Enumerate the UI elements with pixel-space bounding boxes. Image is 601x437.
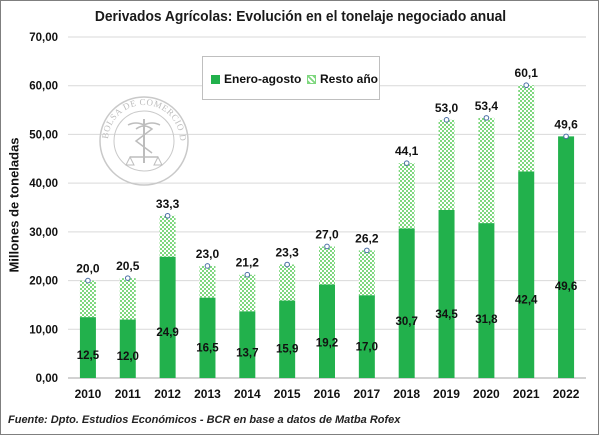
- y-tick-label: 20,00: [29, 276, 58, 288]
- legend: Enero-agosto Resto año: [202, 56, 380, 100]
- total-marker: [403, 160, 410, 166]
- total-data-label: 49,6: [554, 117, 578, 131]
- total-data-label: 33,3: [156, 197, 180, 211]
- total-marker: [364, 247, 370, 254]
- enero-agosto-data-label: 42,4: [515, 295, 538, 307]
- enero-agosto-data-label: 13,7: [236, 348, 258, 360]
- total-data-label: 21,2: [236, 256, 260, 270]
- total-data-label: 23,0: [196, 247, 220, 261]
- total-data-label: 60,1: [515, 66, 539, 80]
- bar-enero-agosto: [319, 284, 335, 378]
- enero-agosto-data-label: 12,5: [77, 350, 100, 362]
- total-marker: [443, 117, 450, 123]
- total-marker: [244, 271, 251, 278]
- bar-enero-agosto: [358, 295, 375, 378]
- total-marker: [204, 263, 211, 269]
- bar-enero-agosto: [518, 171, 535, 378]
- enero-agosto-data-label: 24,9: [156, 327, 178, 339]
- enero-agosto-data-label: 15,9: [276, 344, 298, 356]
- bar-enero-agosto: [438, 209, 455, 378]
- bar-resto-ano: [159, 215, 176, 257]
- total-data-label: 20,0: [76, 262, 100, 276]
- x-tick-label: 2016: [314, 387, 341, 401]
- bar-enero-agosto: [558, 136, 575, 378]
- y-tick-label: 60,00: [29, 81, 58, 93]
- legend-swatch-hatched: [307, 75, 316, 85]
- total-data-label: 27,0: [315, 227, 339, 241]
- x-tick-label: 2014: [234, 387, 261, 401]
- y-tick-label: 10,00: [29, 324, 58, 336]
- x-tick-labels: 2010 2011 2012 2013 2014 2015 2016 2017 2018 2019…: [75, 387, 580, 401]
- bar-resto-ano: [398, 163, 415, 229]
- enero-agosto-data-label: 19,2: [316, 337, 338, 349]
- enero-agosto-data-label: 31,8: [475, 314, 498, 326]
- x-tick-label: 2015: [274, 387, 301, 401]
- legend-label: Enero-agosto: [224, 72, 302, 86]
- total-data-label: 20,5: [116, 259, 140, 273]
- x-tick-label: 2020: [473, 387, 500, 401]
- bar-resto-ano: [279, 264, 296, 301]
- enero-agosto-data-label: 16,5: [196, 342, 219, 354]
- x-tick-label: 2010: [75, 387, 102, 401]
- bar-resto-ano: [239, 274, 256, 312]
- x-tick-label: 2022: [553, 387, 580, 401]
- bar-enero-agosto: [159, 256, 176, 378]
- total-marker: [483, 115, 490, 121]
- bar-enero-agosto: [478, 223, 495, 378]
- y-tick-label: 40,00: [29, 178, 58, 190]
- total-marker: [124, 275, 131, 281]
- legend-label: Resto año: [320, 72, 379, 86]
- bars: 20,0 12,5 20,5 12,0 33,3 24,9 23,0 16,5 21,2 13,7…: [76, 66, 578, 378]
- total-data-label: 23,3: [275, 245, 299, 259]
- enero-agosto-data-label: 30,7: [395, 316, 417, 328]
- bar-resto-ano: [358, 250, 375, 296]
- legend-item-resto-ano: Resto año: [307, 72, 378, 86]
- bar-enero-agosto: [279, 300, 296, 378]
- bar-enero-agosto: [398, 228, 415, 378]
- bar-resto-ano: [438, 119, 455, 210]
- bar-resto-ano: [478, 117, 495, 224]
- bar-resto-ano: [79, 280, 96, 318]
- bar-enero-agosto: [199, 297, 216, 378]
- legend-item-enero-agosto: Enero-agosto: [211, 72, 301, 86]
- bar-resto-ano: [319, 246, 335, 285]
- total-data-label: 53,4: [475, 99, 499, 113]
- bar-resto-ano: [119, 278, 136, 320]
- total-marker: [164, 212, 171, 219]
- bolsa-de-comercio-seal-logo: BOLSA DE COMERCIO DE ROSARIO: [98, 95, 189, 186]
- total-marker: [563, 133, 569, 140]
- x-tick-label: 2019: [433, 387, 460, 401]
- x-tick-label: 2013: [194, 387, 221, 401]
- x-tick-label: 2012: [154, 387, 181, 401]
- chart-title: Derivados Agrícolas: Evolución en el ton…: [94, 8, 507, 25]
- x-tick-label: 2018: [393, 387, 420, 401]
- y-tick-label: 0,00: [36, 373, 58, 385]
- bar-resto-ano: [199, 265, 216, 298]
- enero-agosto-data-label: 17,0: [356, 342, 378, 354]
- bar-enero-agosto: [79, 317, 96, 378]
- y-tick-labels: 0,00 10,00 20,00 30,00 40,00 50,00 60,00 70,00: [29, 32, 58, 385]
- total-data-label: 44,1: [395, 144, 419, 158]
- x-tick-label: 2021: [513, 387, 540, 401]
- total-data-label: 26,2: [355, 231, 379, 245]
- total-marker: [523, 82, 530, 89]
- source-footnote: Fuente: Dpto. Estudios Económicos - BCR …: [8, 414, 401, 426]
- bar-resto-ano: [518, 85, 535, 172]
- y-tick-label: 70,00: [29, 32, 58, 44]
- y-tick-label: 30,00: [29, 227, 58, 239]
- x-tick-label: 2017: [353, 387, 380, 401]
- y-tick-label: 50,00: [29, 129, 58, 141]
- enero-agosto-data-label: 12,0: [117, 351, 139, 363]
- legend-swatch-solid: [211, 75, 220, 85]
- total-data-label: 53,0: [435, 101, 459, 115]
- bar-enero-agosto: [239, 311, 256, 378]
- total-marker: [324, 243, 330, 250]
- enero-agosto-data-label: 34,5: [435, 309, 458, 321]
- x-tick-label: 2011: [115, 387, 141, 401]
- bar-enero-agosto: [119, 319, 136, 378]
- enero-agosto-data-label: 49,6: [555, 281, 577, 293]
- total-marker: [85, 277, 91, 284]
- total-marker: [284, 261, 290, 268]
